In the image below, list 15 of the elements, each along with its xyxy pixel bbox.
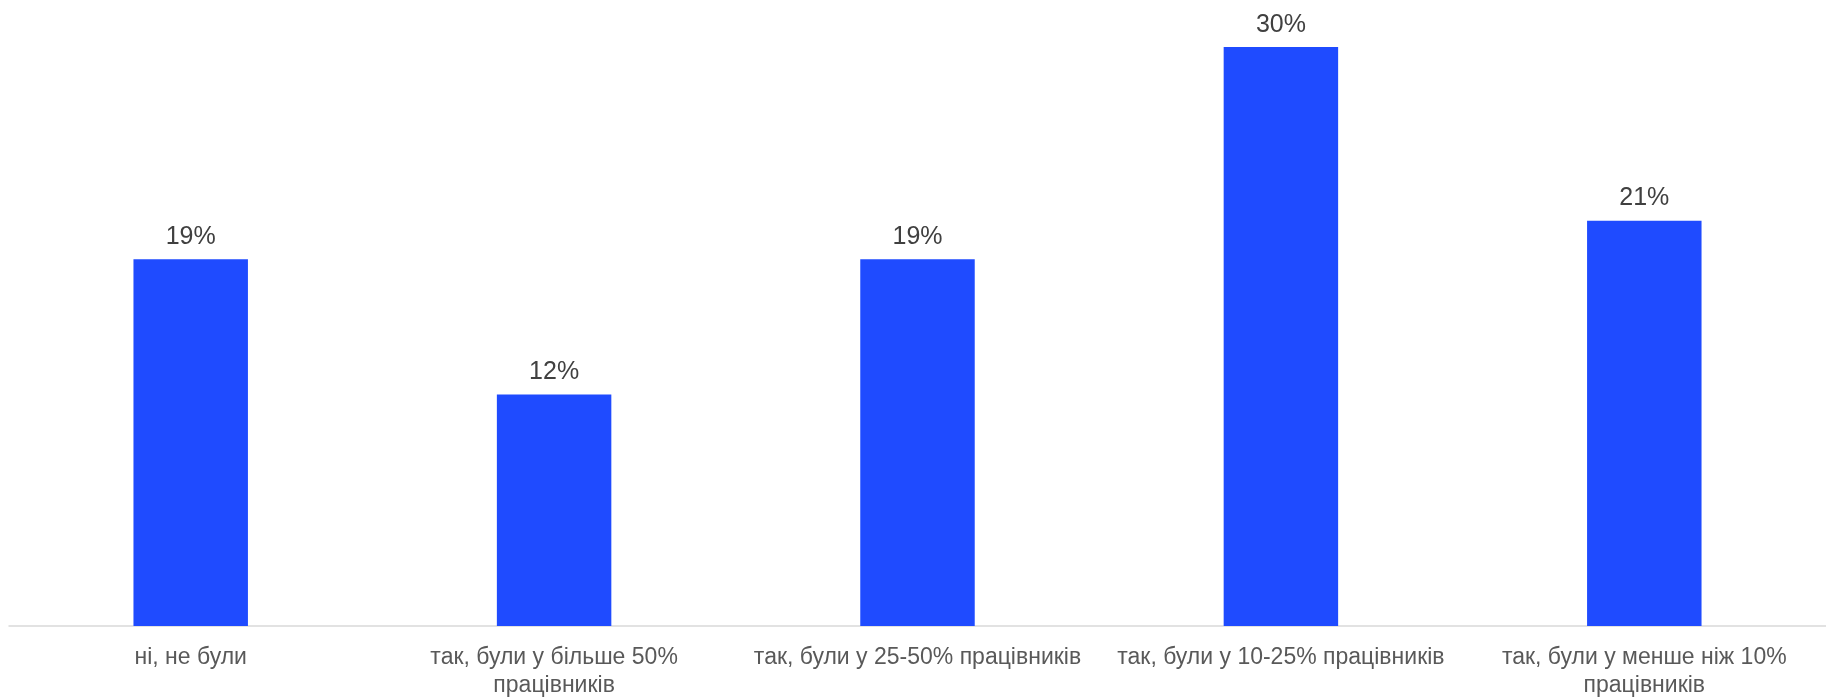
data-label: 21% [1619, 182, 1670, 211]
x-tick-label: так, були у 10-25% працівників [1117, 643, 1445, 669]
bar [860, 259, 975, 626]
data-label: 12% [529, 355, 580, 384]
x-tick-label: так, були у більше 50% працівників [430, 643, 678, 697]
x-tick-label: ні, не були [134, 643, 247, 669]
data-label: 19% [892, 220, 943, 249]
data-label: 30% [1255, 8, 1306, 37]
x-tick-label: так, були у 25-50% працівників [753, 643, 1082, 669]
x-tick-label: так, були у менше ніж 10% працівників [1501, 643, 1787, 697]
bar [1223, 47, 1339, 626]
bar [496, 394, 612, 626]
bar [1587, 220, 1702, 626]
bar [133, 259, 248, 626]
data-label: 19% [165, 220, 216, 249]
